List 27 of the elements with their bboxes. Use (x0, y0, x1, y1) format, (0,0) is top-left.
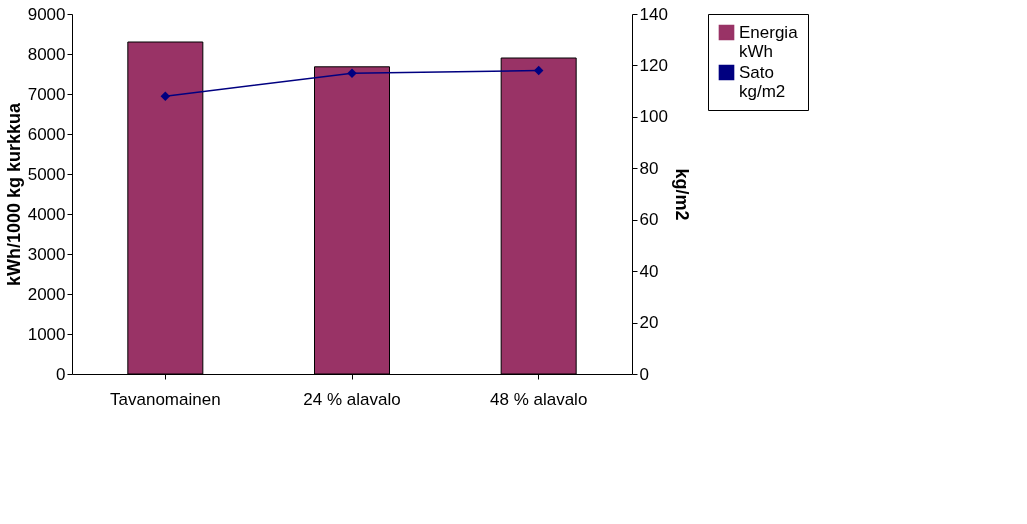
y2-tick-label: 80 (639, 158, 659, 178)
y2-tick-label: 20 (639, 313, 659, 333)
y2-axis-title: kg/m2 (671, 168, 692, 221)
point (533, 65, 544, 76)
y-tick-label: 5000 (27, 164, 66, 184)
y-tick-label: 2000 (27, 284, 66, 304)
x-tick-label: 24 % alavalo (303, 389, 401, 409)
y-tick-label: 7000 (27, 84, 66, 104)
y2-tick-label: 120 (639, 55, 668, 75)
y-axis-title: kWh/1000 kg kurkkua (3, 101, 24, 287)
y2-tick-label: 60 (639, 210, 659, 230)
y-tick-label: 0 (56, 364, 66, 384)
y-tick-label: 8000 (27, 44, 66, 64)
y-tick-label: 4000 (27, 204, 66, 224)
y-tick-label: 3000 (27, 244, 66, 264)
y2-tick-label: 0 (639, 364, 649, 384)
y2-tick-label: 100 (639, 107, 668, 127)
y-tick-label: 6000 (27, 124, 66, 144)
x-tick-label: Tavanomainen (110, 389, 221, 409)
legend-label: Sato kg/m2 (739, 62, 786, 101)
x-tick-label: 48 % alavalo (489, 389, 588, 409)
y2-tick-label: 140 (639, 4, 668, 24)
point (160, 91, 171, 102)
y-tick-label: 1000 (27, 324, 66, 344)
y2-tick-label: 40 (639, 261, 659, 281)
y-tick-label: 9000 (27, 4, 66, 24)
legend-label: Energia kWh (739, 22, 799, 61)
